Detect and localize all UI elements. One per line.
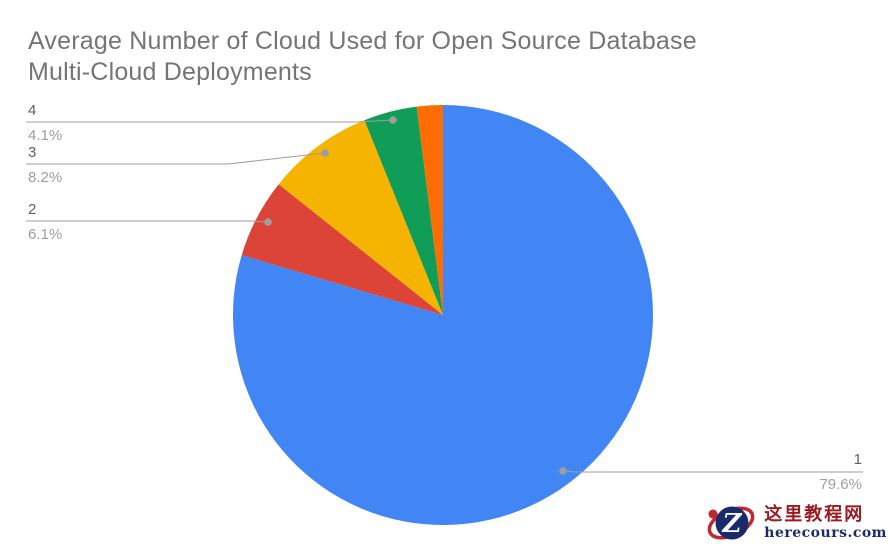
pie-slice-other: [416, 105, 443, 315]
watermark-brand-text: 这里教程网: [764, 504, 865, 525]
pie-slice-2: [241, 184, 443, 315]
pie-slice-3: [278, 120, 443, 316]
watermark-badge-circle: [715, 506, 749, 540]
callout-slice-3: 3 8.2%: [28, 142, 62, 187]
slice-1-percentage: 79.6%: [819, 476, 862, 493]
callout-slice-2: 2 6.1%: [28, 199, 62, 244]
slice-1-label: 1: [853, 451, 862, 468]
watermark-logo-icon: Z: [707, 506, 755, 540]
watermark-text-block: 这里教程网 herecours.com: [764, 504, 887, 542]
chart-title: Average Number of Cloud Used for Open So…: [28, 27, 697, 86]
watermark-letter-z: Z: [722, 509, 743, 539]
slice-2-percentage: 6.1%: [28, 226, 63, 243]
leader-dot-slice-3: [321, 149, 329, 157]
slice-4-label: 4: [28, 102, 37, 119]
callout-slice-1: 1 79.6%: [819, 449, 862, 494]
slice-2-label: 2: [28, 201, 37, 218]
watermark: Z 这里教程网 herecours.com: [706, 499, 887, 547]
leader-dot-slice-1: [559, 467, 567, 475]
leader-dot-slice-2: [264, 218, 272, 226]
leader-line-slice-4: [26, 119, 394, 123]
callout-slice-4: 4 4.1%: [28, 100, 62, 145]
pie-slice-4: [364, 106, 443, 315]
watermark-swoosh-blob: [708, 509, 718, 519]
leader-line-slice-2: [26, 220, 269, 223]
pie-slice-1: [233, 104, 654, 525]
leader-line-slice-1: [562, 470, 863, 473]
watermark-domain-text: herecours.com: [764, 525, 887, 541]
slice-3-label: 3: [28, 144, 37, 161]
leader-dot-slice-4: [389, 116, 397, 124]
leader-line-slice-3: [26, 152, 326, 165]
slice-4-percentage: 4.1%: [28, 127, 63, 144]
slice-3-percentage: 8.2%: [28, 169, 63, 186]
